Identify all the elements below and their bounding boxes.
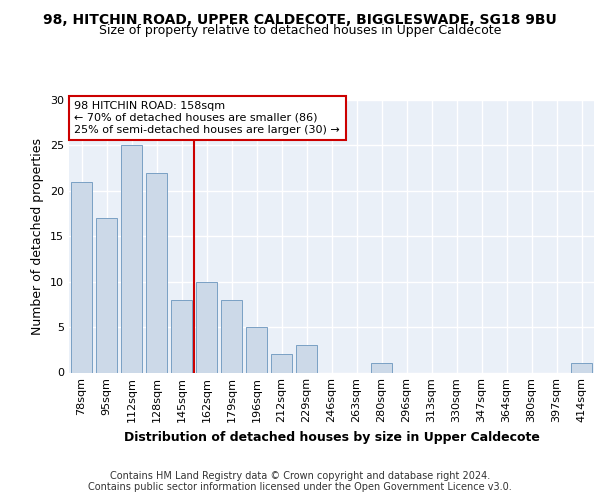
Text: Contains HM Land Registry data © Crown copyright and database right 2024.
Contai: Contains HM Land Registry data © Crown c… <box>88 471 512 492</box>
Bar <box>271 354 292 372</box>
Text: 98 HITCHIN ROAD: 158sqm
← 70% of detached houses are smaller (86)
25% of semi-de: 98 HITCHIN ROAD: 158sqm ← 70% of detache… <box>74 102 340 134</box>
Bar <box>221 300 242 372</box>
Y-axis label: Number of detached properties: Number of detached properties <box>31 138 44 335</box>
Bar <box>246 327 267 372</box>
Bar <box>121 146 142 372</box>
Bar <box>196 282 217 372</box>
Bar <box>571 364 592 372</box>
Text: 98, HITCHIN ROAD, UPPER CALDECOTE, BIGGLESWADE, SG18 9BU: 98, HITCHIN ROAD, UPPER CALDECOTE, BIGGL… <box>43 12 557 26</box>
Text: Size of property relative to detached houses in Upper Caldecote: Size of property relative to detached ho… <box>99 24 501 37</box>
Bar <box>71 182 92 372</box>
Bar <box>371 364 392 372</box>
Bar <box>146 172 167 372</box>
X-axis label: Distribution of detached houses by size in Upper Caldecote: Distribution of detached houses by size … <box>124 431 539 444</box>
Bar <box>296 345 317 372</box>
Bar <box>96 218 117 372</box>
Bar <box>171 300 192 372</box>
